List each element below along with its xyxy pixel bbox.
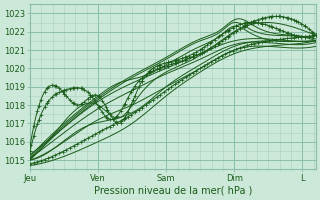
- X-axis label: Pression niveau de la mer( hPa ): Pression niveau de la mer( hPa ): [94, 186, 252, 196]
